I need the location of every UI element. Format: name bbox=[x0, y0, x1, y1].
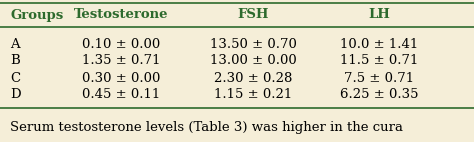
Text: 10.0 ± 1.41: 10.0 ± 1.41 bbox=[340, 37, 419, 51]
Text: 0.45 ± 0.11: 0.45 ± 0.11 bbox=[82, 88, 160, 102]
Text: D: D bbox=[10, 88, 21, 102]
Text: 0.30 ± 0.00: 0.30 ± 0.00 bbox=[82, 72, 160, 84]
Text: LH: LH bbox=[368, 9, 390, 21]
Text: A: A bbox=[10, 37, 20, 51]
Text: 13.50 ± 0.70: 13.50 ± 0.70 bbox=[210, 37, 297, 51]
Text: 2.30 ± 0.28: 2.30 ± 0.28 bbox=[214, 72, 293, 84]
Text: C: C bbox=[10, 72, 20, 84]
Text: Testosterone: Testosterone bbox=[73, 9, 168, 21]
Text: 7.5 ± 0.71: 7.5 ± 0.71 bbox=[344, 72, 414, 84]
Text: 13.00 ± 0.00: 13.00 ± 0.00 bbox=[210, 55, 297, 67]
Text: 1.35 ± 0.71: 1.35 ± 0.71 bbox=[82, 55, 160, 67]
Text: 6.25 ± 0.35: 6.25 ± 0.35 bbox=[340, 88, 419, 102]
Text: Serum testosterone levels (Table 3) was higher in the cura: Serum testosterone levels (Table 3) was … bbox=[10, 121, 403, 133]
Text: Groups: Groups bbox=[10, 9, 64, 21]
Text: 11.5 ± 0.71: 11.5 ± 0.71 bbox=[340, 55, 419, 67]
Text: B: B bbox=[10, 55, 20, 67]
Text: 1.15 ± 0.21: 1.15 ± 0.21 bbox=[214, 88, 293, 102]
Text: FSH: FSH bbox=[238, 9, 269, 21]
Text: 0.10 ± 0.00: 0.10 ± 0.00 bbox=[82, 37, 160, 51]
